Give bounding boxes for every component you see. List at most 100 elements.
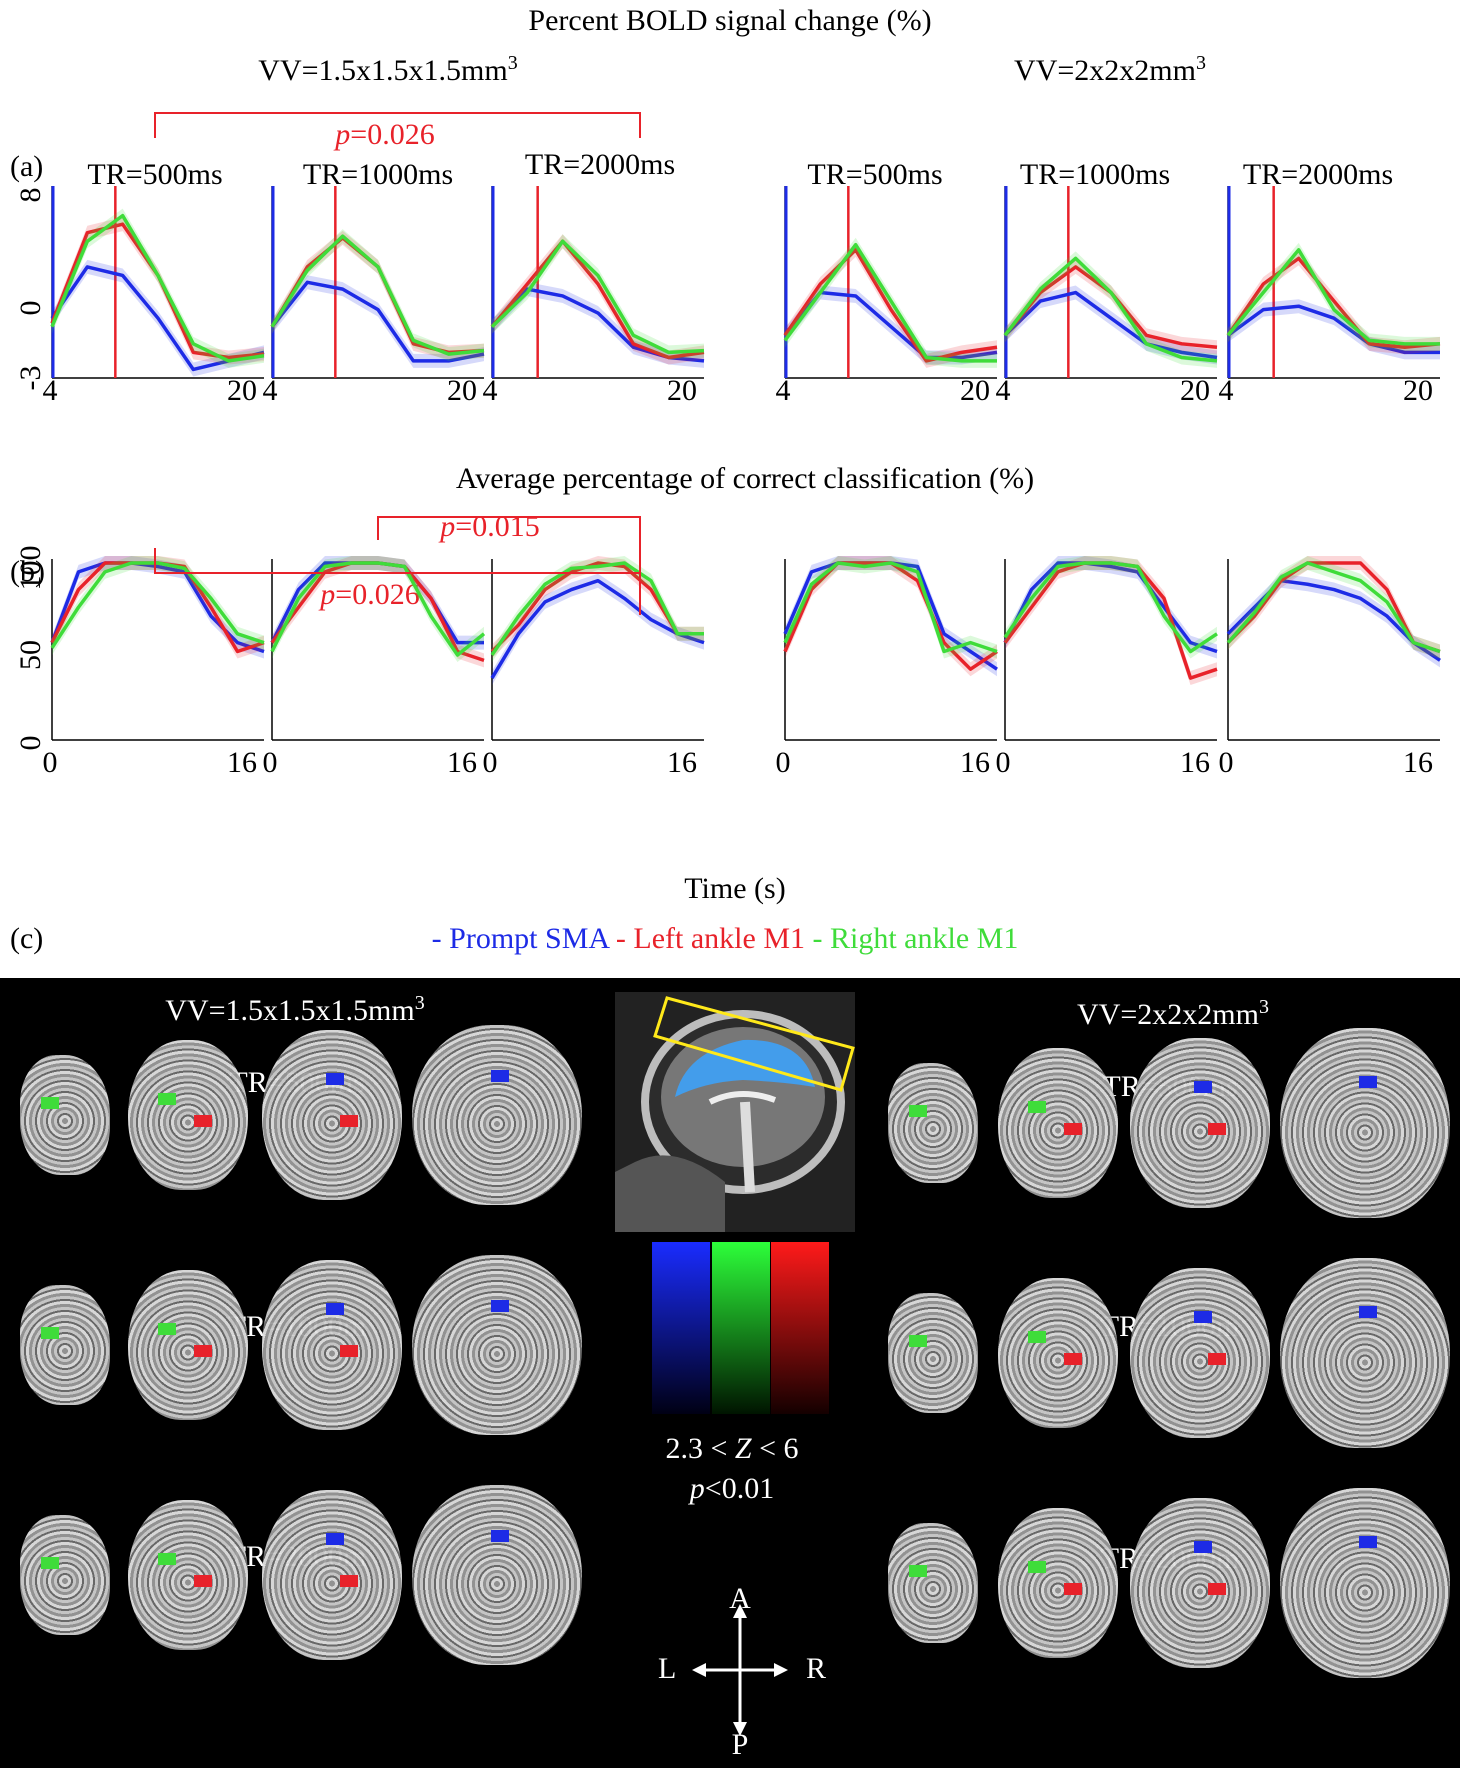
- series-line-0-2: [50, 213, 265, 363]
- activation-voxel: [921, 1571, 927, 1577]
- activation-voxel: [206, 1115, 212, 1121]
- activation-voxel: [1028, 1100, 1034, 1107]
- activation-voxel: [1208, 1129, 1214, 1135]
- brain-slice-8: [20, 1285, 110, 1405]
- activation-voxel: [503, 1536, 509, 1542]
- activation-voxel: [53, 1333, 59, 1339]
- series-line-1-2: [270, 561, 486, 657]
- activation-voxel: [206, 1121, 212, 1127]
- series-line-4-0: [1003, 290, 1218, 360]
- activation-voxel: [1208, 1123, 1214, 1129]
- activation-voxel: [194, 1351, 200, 1357]
- activation-voxel: [1070, 1589, 1076, 1595]
- activation-voxel: [1194, 1310, 1200, 1317]
- activation-voxel: [326, 1538, 332, 1545]
- b-xtick-6: 0: [776, 746, 791, 779]
- panel-b-title: Average percentage of correct classifica…: [455, 462, 1035, 495]
- panel-c-vv-right: VV=2x2x2mm3: [1077, 996, 1269, 1031]
- activation-voxel: [200, 1121, 206, 1127]
- activation-voxel: [53, 1103, 59, 1109]
- series-line-5-2: [1226, 248, 1440, 346]
- activation-voxel: [1194, 1546, 1200, 1553]
- activation-voxel: [1064, 1353, 1070, 1359]
- activation-voxel: [491, 1070, 497, 1076]
- brain-slice-12: [888, 1293, 978, 1413]
- activation-voxel: [340, 1345, 346, 1351]
- series-line-2-2: [490, 561, 704, 657]
- series-line-3-2: [783, 242, 997, 363]
- panel-c-label: (c): [10, 922, 44, 955]
- activation-voxel: [158, 1322, 164, 1329]
- colorbar-blue: [652, 1242, 710, 1414]
- activation-voxel: [326, 1302, 332, 1309]
- panel-b-pvalue-top: p=0.015: [440, 510, 540, 543]
- activation-voxel: [1040, 1106, 1046, 1113]
- brain-slice-2: [262, 1030, 402, 1200]
- activation-voxel: [206, 1351, 212, 1357]
- panel-b-pvalue-bottom: p=0.026: [320, 578, 420, 611]
- activation-voxel: [340, 1575, 346, 1581]
- a-xtick-2: 4: [263, 374, 278, 407]
- activation-voxel: [921, 1341, 927, 1347]
- activation-voxel: [332, 1078, 338, 1085]
- a-ytick-m3: -3: [14, 366, 47, 391]
- activation-voxel: [346, 1115, 352, 1121]
- activation-voxel: [1365, 1075, 1371, 1082]
- activation-voxel: [1220, 1359, 1226, 1365]
- a-xtick-3: 20: [447, 374, 477, 407]
- activation-voxel: [206, 1345, 212, 1351]
- activation-voxel: [491, 1530, 497, 1536]
- activation-voxel: [170, 1092, 176, 1099]
- sagittal-inset: [615, 992, 855, 1232]
- activation-voxel: [1200, 1546, 1206, 1553]
- activation-voxel: [346, 1345, 352, 1351]
- activation-voxel: [909, 1571, 915, 1577]
- a-ytick-0: 0: [14, 301, 47, 316]
- orient-R: R: [806, 1652, 827, 1685]
- activation-voxel: [1206, 1086, 1212, 1093]
- activation-voxel: [200, 1351, 206, 1357]
- activation-voxel: [338, 1532, 344, 1539]
- activation-voxel: [1200, 1316, 1206, 1323]
- activation-voxel: [921, 1105, 927, 1111]
- activation-voxel: [1359, 1535, 1365, 1542]
- band-4-1: [1005, 556, 1217, 686]
- legend: - Prompt SMA - Left ankle M1 - Right ank…: [432, 922, 1019, 956]
- p-threshold: p<0.01: [689, 1472, 775, 1505]
- activation-voxel: [1214, 1589, 1220, 1595]
- activation-voxel: [200, 1115, 206, 1121]
- activation-voxel: [352, 1121, 358, 1127]
- orient-L: L: [658, 1652, 677, 1685]
- series-line-4-0: [1003, 561, 1218, 654]
- band-4-1: [1005, 259, 1217, 355]
- activation-voxel: [1371, 1305, 1377, 1312]
- activation-voxel: [491, 1076, 497, 1082]
- brain-slice-0: [20, 1055, 110, 1175]
- activation-voxel: [1194, 1080, 1200, 1087]
- brain-slice-7: [1280, 1028, 1450, 1218]
- activation-voxel: [1034, 1336, 1040, 1343]
- activation-voxel: [164, 1328, 170, 1335]
- activation-voxel: [1070, 1583, 1076, 1589]
- activation-voxel: [1214, 1359, 1220, 1365]
- activation-voxel: [491, 1300, 497, 1306]
- activation-voxel: [1070, 1359, 1076, 1365]
- band-4-0: [1005, 285, 1217, 365]
- activation-voxel: [915, 1565, 921, 1571]
- b-ytick-50: 50: [14, 640, 47, 670]
- activation-voxel: [503, 1306, 509, 1312]
- band-3-1: [785, 242, 997, 368]
- tr-label-3: TR=500ms: [807, 158, 943, 191]
- activation-voxel: [915, 1105, 921, 1111]
- activation-voxel: [503, 1070, 509, 1076]
- series-line-2-1: [490, 239, 705, 360]
- series-line-1-2: [270, 234, 485, 356]
- activation-voxel: [1064, 1359, 1070, 1365]
- b-xtick-5: 16: [667, 746, 697, 779]
- brain-slice-1: [128, 1040, 248, 1190]
- activation-voxel: [1208, 1353, 1214, 1359]
- activation-voxel: [194, 1345, 200, 1351]
- activation-voxel: [1034, 1566, 1040, 1573]
- band-0-1: [52, 217, 264, 365]
